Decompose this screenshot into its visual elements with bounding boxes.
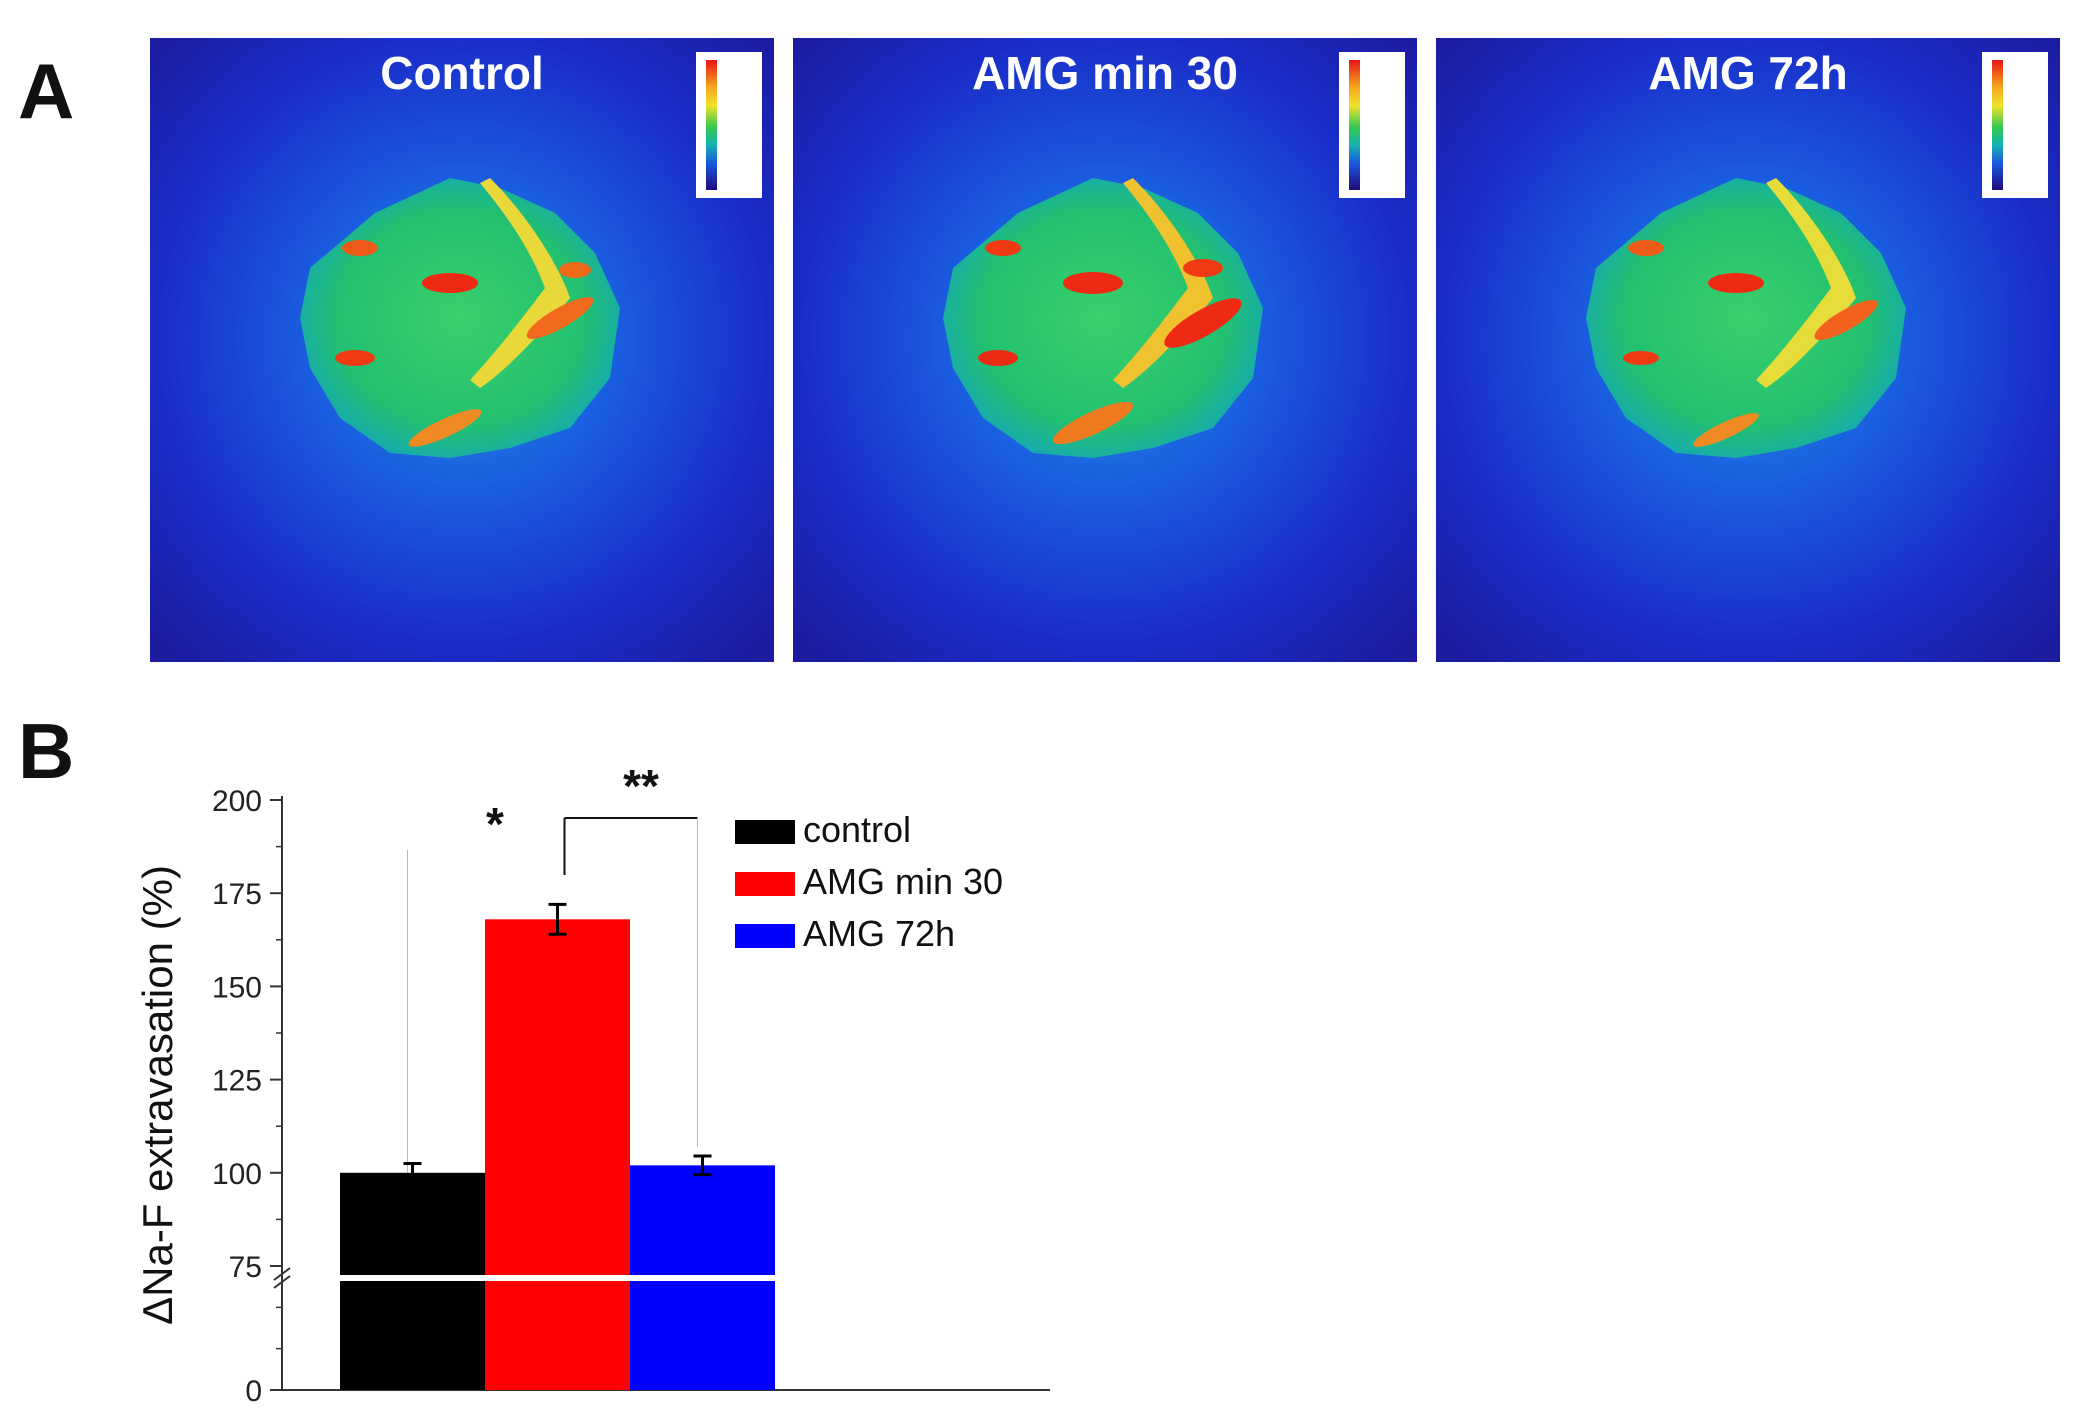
image-panel-amg-72h: AMG 72h <box>1436 38 2060 662</box>
axis-break-band <box>340 1275 775 1281</box>
axis-break-mark <box>273 1267 291 1281</box>
image-title: AMG min 30 <box>972 47 1238 99</box>
legend-label: control <box>803 809 911 850</box>
y-tick-label: 100 <box>212 1158 262 1191</box>
bar-control <box>340 1172 485 1390</box>
y-tick-label: 150 <box>212 971 262 1004</box>
legend-swatch <box>735 924 795 948</box>
image-panel-amg-min-30: AMG min 30 <box>793 38 1417 662</box>
y-axis-label: ΔNa-F extravasation (%) <box>134 865 181 1325</box>
image-title: Control <box>380 47 544 99</box>
fluorescence-image <box>1436 38 2060 662</box>
colorbar <box>1339 52 1405 198</box>
y-tick-label: 175 <box>212 878 262 911</box>
legend-swatch <box>735 820 795 844</box>
legend-label: AMG 72h <box>803 913 955 954</box>
colorbar <box>1982 52 2048 198</box>
significance-double-star: ** <box>623 760 659 812</box>
bar-amg-min-30 <box>485 919 630 1390</box>
panel-label-a: A <box>18 47 75 135</box>
fluorescence-image <box>150 38 774 662</box>
legend-label: AMG min 30 <box>803 861 1003 902</box>
colorbar <box>696 52 762 198</box>
y-tick-label: 125 <box>212 1065 262 1098</box>
bar-chart: 0 75 100 125 150 175 200 ΔNa-F extravasation (%… <box>134 760 1050 1408</box>
y-tick-label: 0 <box>245 1375 262 1408</box>
significance-star: * <box>486 798 504 850</box>
y-tick-label: 75 <box>229 1251 262 1284</box>
legend-swatch <box>735 872 795 896</box>
image-panel-control: Control <box>150 38 774 662</box>
axis-break-mark <box>273 1275 291 1289</box>
fluorescence-image <box>793 38 1417 662</box>
y-tick-label: 200 <box>212 785 262 818</box>
panel-label-b: B <box>18 707 75 795</box>
image-title: AMG 72h <box>1648 47 1848 99</box>
